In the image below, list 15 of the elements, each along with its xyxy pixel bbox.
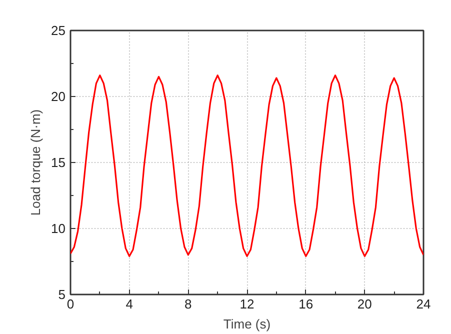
x-tick-label: 16 — [298, 296, 314, 312]
y-tick-label: 25 — [51, 23, 66, 38]
y-tick-label: 20 — [51, 89, 66, 104]
line-series — [70, 74, 424, 258]
x-tick-label: 24 — [416, 296, 431, 312]
y-tick-label: 5 — [58, 287, 66, 302]
x-tick-label: 12 — [240, 296, 254, 312]
x-axis-title: Time (s) — [223, 316, 271, 332]
y-tick-label: 15 — [51, 155, 66, 170]
x-tick-label: 0 — [66, 296, 74, 312]
x-tick-label: 20 — [357, 296, 372, 312]
y-tick-label: 10 — [51, 221, 66, 236]
x-tick-label: 8 — [184, 296, 192, 312]
y-axis-title: Load torque (N·m) — [28, 109, 44, 216]
x-tick-label: 4 — [126, 296, 133, 312]
